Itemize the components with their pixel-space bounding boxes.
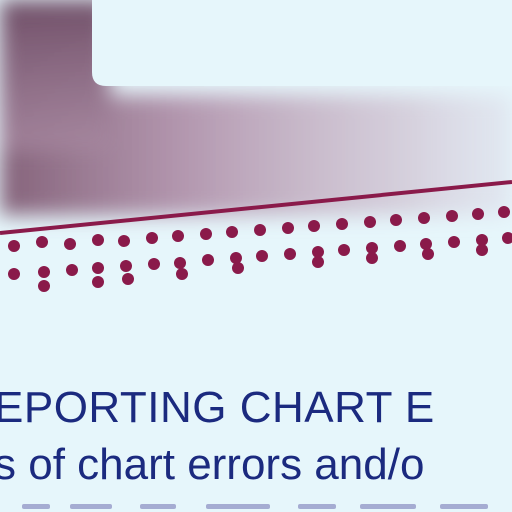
page-title: EPORTING CHART E <box>0 383 435 432</box>
panel-shadow <box>0 0 512 215</box>
page-subtitle: s of chart errors and/o <box>0 440 425 489</box>
light-panel <box>92 0 512 86</box>
maroon-rule <box>0 180 512 235</box>
dot-pattern <box>8 206 512 292</box>
cropped-text-line <box>0 496 512 512</box>
